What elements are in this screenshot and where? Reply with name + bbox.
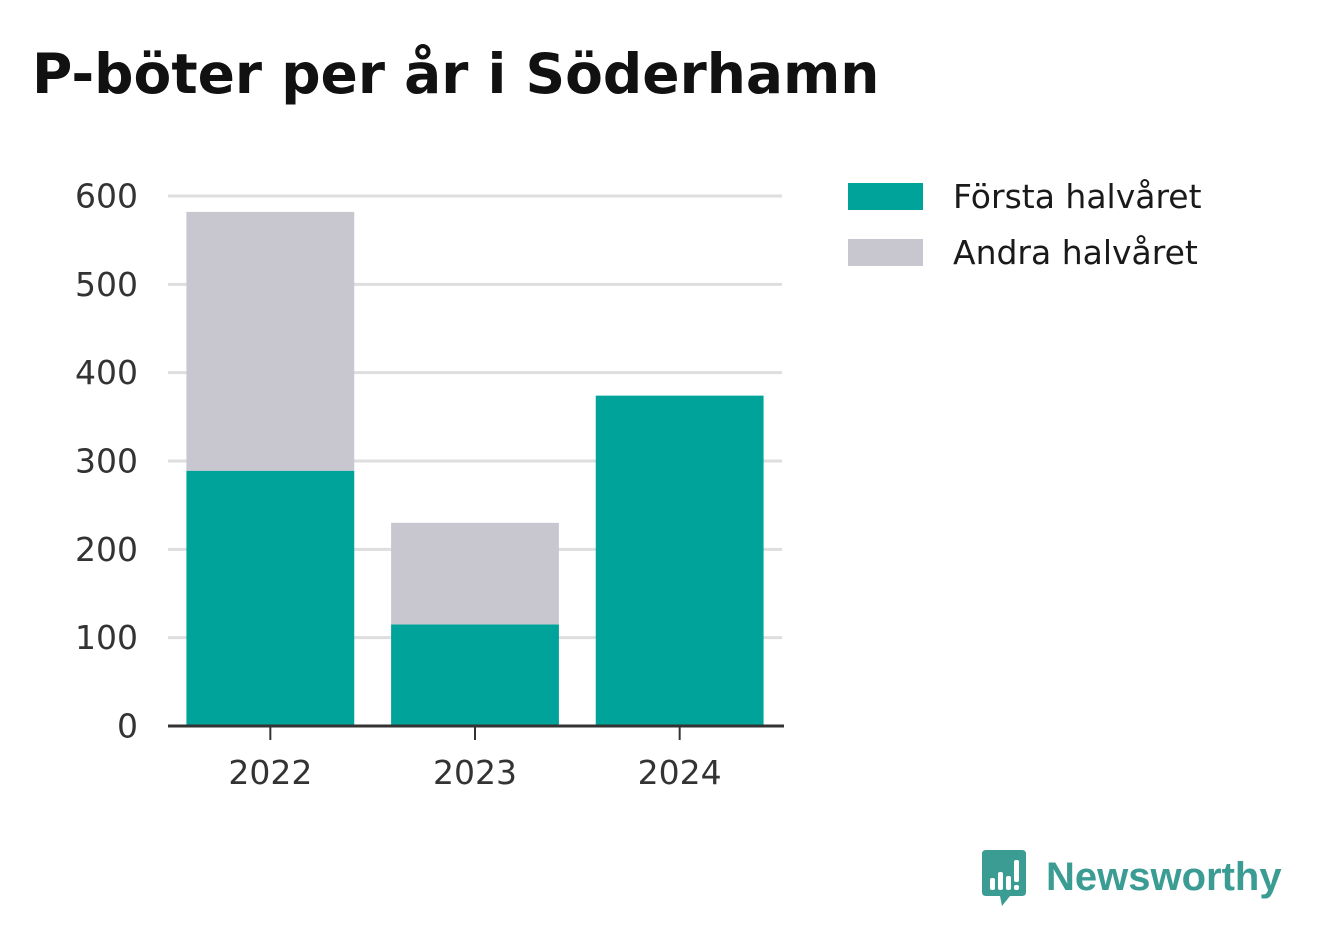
chart-title: P-böter per år i Söderhamn — [32, 42, 880, 106]
y-axis-tick-labels: 0 100 200 300 400 500 600 — [75, 177, 138, 746]
x-tick-label-2022: 2022 — [228, 753, 312, 792]
newsworthy-logo: Newsworthy — [980, 846, 1282, 908]
y-tick-label-100: 100 — [75, 618, 138, 657]
legend-swatch-forsta-halvaret — [848, 182, 923, 210]
y-tick-label-0: 0 — [117, 707, 138, 746]
stacked-bar-chart: 0 100 200 300 400 500 600 2022 2023 2024 — [75, 177, 784, 792]
legend: Första halvåret Andra halvåret — [848, 168, 1202, 280]
y-tick-label-400: 400 — [75, 353, 138, 392]
y-tick-label-300: 300 — [75, 442, 138, 481]
bar-chart-speech-bubble-icon — [982, 850, 1026, 906]
legend-item-andra-halvaret: Andra halvåret — [848, 224, 1202, 280]
bar-2024-series-1 — [595, 395, 764, 726]
x-axis: 2022 2023 2024 — [168, 724, 784, 792]
legend-label-forsta-halvaret: Första halvåret — [953, 176, 1202, 216]
bar-2023-series-2 — [391, 522, 559, 625]
bar-2022-series-2 — [186, 211, 355, 471]
brand-name: Newsworthy — [1046, 854, 1282, 899]
legend-label-andra-halvaret: Andra halvåret — [953, 232, 1198, 272]
x-tick-label-2024: 2024 — [638, 753, 722, 792]
x-tick-label-2023: 2023 — [433, 753, 517, 792]
bars — [186, 211, 764, 726]
y-tick-label-200: 200 — [75, 530, 138, 569]
legend-swatch-andra-halvaret — [848, 238, 923, 266]
legend-item-forsta-halvaret: Första halvåret — [848, 168, 1202, 224]
bar-2022-series-1 — [186, 470, 355, 726]
y-tick-label-500: 500 — [75, 265, 138, 304]
bar-2023-series-1 — [391, 624, 559, 726]
y-tick-label-600: 600 — [75, 177, 138, 216]
